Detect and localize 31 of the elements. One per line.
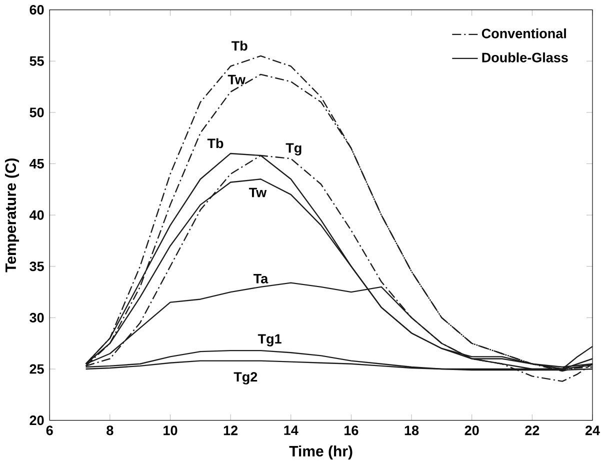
annotation: Tg2 [234, 372, 258, 384]
x-tick-label: 16 [344, 425, 358, 435]
x-tick-label: 6 [46, 425, 53, 435]
annotation: Tb [232, 40, 248, 50]
x-tick-label: 22 [525, 425, 540, 435]
y-tick-label: 25 [30, 364, 44, 374]
x-tick-label: 8 [106, 425, 114, 435]
x-tick-label: 24 [585, 425, 600, 435]
y-tick-label: 35 [30, 261, 44, 271]
x-tick-label: 18 [404, 425, 419, 435]
annotation: Tw [248, 188, 267, 197]
y-tick-label: 40 [30, 210, 44, 220]
y-tick-label: 50 [30, 107, 44, 117]
y-tick-label: 30 [30, 312, 44, 322]
legend-label: Double-Glass [482, 52, 568, 62]
y-axis-title: Temperature (C) [5, 158, 19, 272]
annotation: Tg [286, 143, 302, 156]
y-tick-label: 60 [30, 4, 44, 14]
x-tick-label: 20 [464, 425, 479, 435]
legend-label: Conventional [482, 28, 566, 38]
annotation: Tw [228, 74, 246, 84]
y-tick-label: 55 [30, 56, 44, 66]
annotation: Tg1 [258, 334, 282, 346]
x-tick-label: 14 [284, 425, 298, 435]
annotation: Tb [207, 138, 224, 148]
x-tick-label: 12 [224, 425, 238, 435]
annotation: Ta [253, 274, 268, 284]
x-axis-title: Time (hr) [289, 445, 352, 460]
y-tick-label: 20 [30, 415, 44, 425]
y-tick-label: 45 [30, 158, 44, 168]
x-tick-label: 10 [164, 425, 178, 435]
